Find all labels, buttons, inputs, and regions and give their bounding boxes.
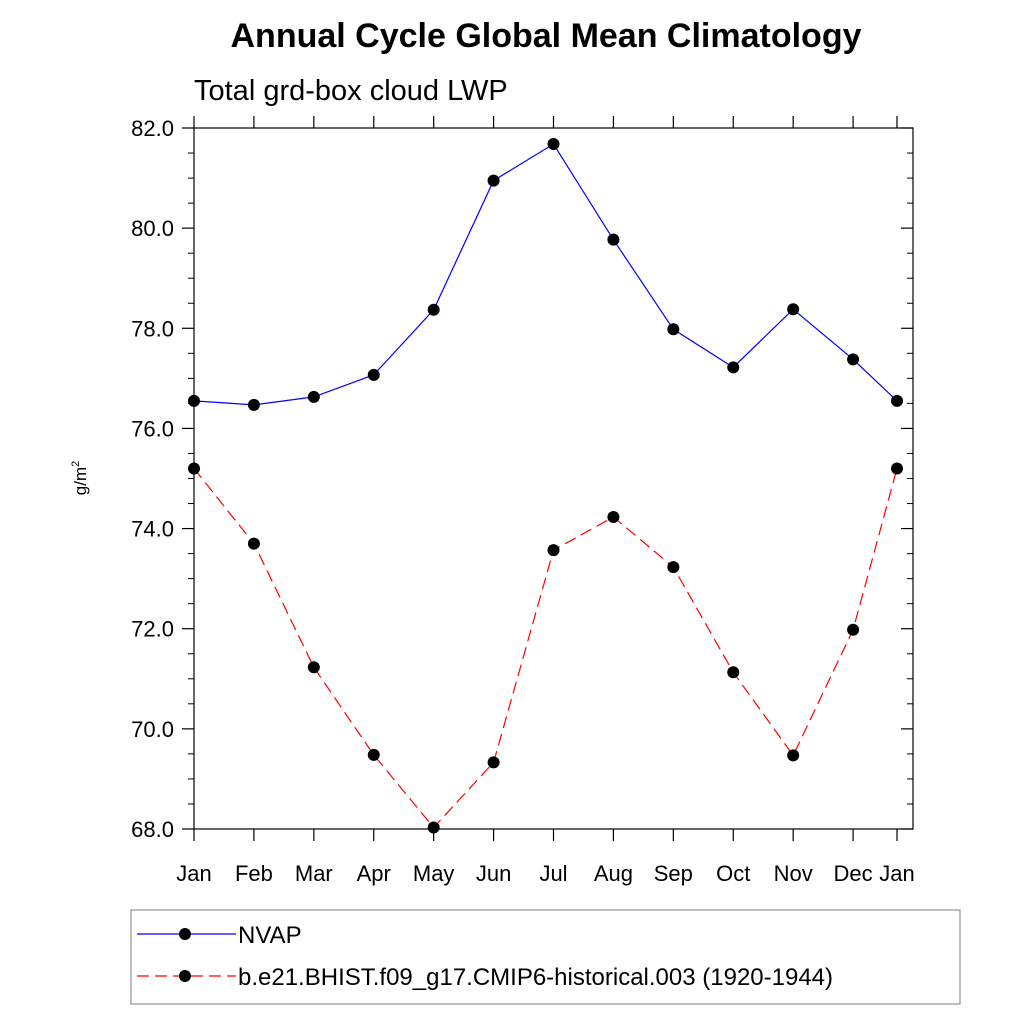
y-axis-label-unit: g/m [71,467,90,495]
x-tick-label: Sep [654,861,693,886]
series-0-point [367,368,380,381]
series-1-point [667,561,680,574]
series-0-point [247,398,260,411]
legend-entry-nvap: NVAP [137,922,302,949]
legend-marker-nvap [179,928,191,940]
x-tick-label: Mar [295,861,333,886]
legend-label-nvap: NVAP [238,922,302,949]
x-tick-label: Apr [357,861,391,886]
y-tick-label: 78.0 [131,316,174,341]
series-1-point [847,623,860,636]
x-tick-label: May [413,861,455,886]
series-0-point [667,323,680,336]
x-tick-label: Aug [594,861,633,886]
series-line-0 [193,143,898,406]
x-axis-ticks: Jan Feb Mar Apr May Jun Jul Aug Sep Oct Nov Dec Jan [176,116,915,886]
series-1-point [427,821,440,834]
y-tick-label: 76.0 [131,416,174,441]
x-tick-label: Feb [235,861,273,886]
series-0-point [891,394,903,407]
series-1-point [547,544,560,557]
y-tick-label: 72.0 [131,617,174,642]
x-tick-label: Oct [716,861,750,886]
x-tick-label: Jul [539,861,567,886]
series-0-point [547,138,560,151]
y-axis-ticks: 68.0 70.0 72.0 74.0 76.0 78.0 80.0 82.0 [131,116,913,842]
y-tick-label: 80.0 [131,216,174,241]
chart-subtitle: Total grd-box cloud LWP [194,75,508,107]
series-1-point [727,666,740,679]
series-0-point [307,390,320,403]
x-tick-label: Jan [879,861,914,886]
plot-frame [193,127,914,830]
series-1-point [891,462,903,475]
series-0-point [787,303,800,316]
series-1-point [188,462,200,475]
series-1-point [307,661,320,674]
y-tick-label: 68.0 [131,817,174,842]
series-1-point [487,756,500,769]
legend-label-cmip6: b.e21.BHIST.f09_g17.CMIP6-historical.003… [238,964,833,991]
legend-entry-cmip6: b.e21.BHIST.f09_g17.CMIP6-historical.003… [137,964,833,991]
series-0-point [607,233,620,246]
legend-box [130,909,961,1005]
plot-border [193,127,914,830]
legend-marker-cmip6 [179,970,191,982]
x-tick-label: Dec [834,861,873,886]
x-tick-label: Jan [176,861,211,886]
x-tick-label: Nov [774,861,813,886]
series-1-point [607,511,620,524]
chart-title: Annual Cycle Global Mean Climatology [231,17,862,55]
y-tick-label: 74.0 [131,517,174,542]
series-layer [188,138,903,834]
y-tick-label: 70.0 [131,717,174,742]
series-1-point [367,748,380,761]
y-axis-label-exponent: 2 [70,461,82,467]
series-1-point [787,749,800,762]
x-tick-label: Jun [476,861,511,886]
legend: NVAP b.e21.BHIST.f09_g17.CMIP6-historica… [130,909,961,1005]
series-0-point [847,353,860,366]
y-tick-label: 82.0 [131,116,174,141]
series-0-point [427,303,440,316]
series-0-point [727,361,740,374]
y-axis-label: g/m2 [70,461,90,495]
series-0-point [487,174,500,187]
series-line-1 [193,468,898,829]
series-1-point [247,537,260,550]
series-0-point [188,394,200,407]
